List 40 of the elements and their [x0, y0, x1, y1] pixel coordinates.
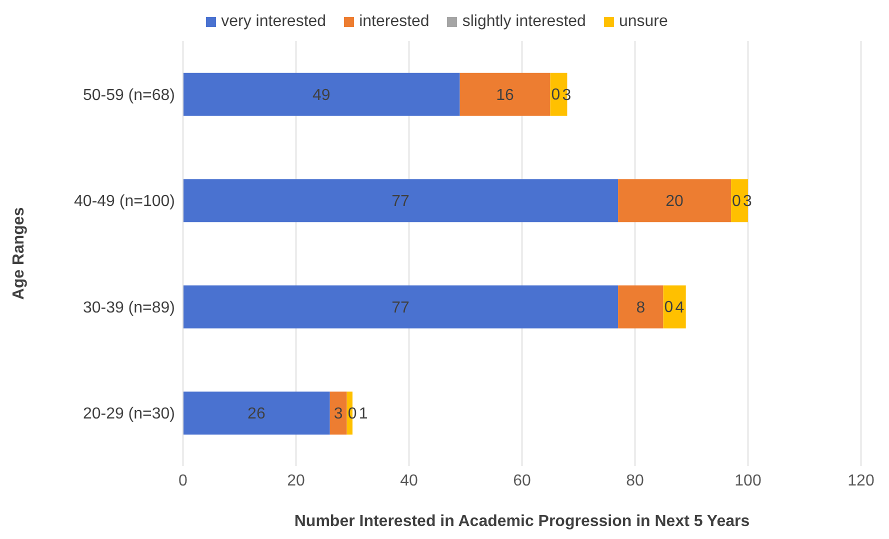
legend-label: unsure	[618, 13, 668, 31]
data-label: 26	[248, 406, 266, 423]
data-label: 0	[664, 299, 674, 316]
x-axis-title: Number Interested in Academic Progression in Next 5 Years	[294, 513, 750, 530]
data-label: 0	[551, 86, 560, 104]
data-label: 3	[334, 406, 343, 423]
y-tick-label: 40-49 (n=100)	[74, 193, 175, 210]
data-label: 20	[666, 193, 684, 210]
x-tick-label: 120	[848, 472, 874, 490]
bar	[663, 285, 686, 328]
data-label: 77	[392, 193, 410, 210]
x-tick-label: 60	[513, 472, 531, 490]
data-label: 0	[348, 405, 357, 422]
bar	[330, 392, 347, 435]
bar	[183, 72, 460, 116]
y-tick-label: 20-29 (n=30)	[82, 406, 175, 423]
x-tick-label: 0	[178, 472, 188, 490]
x-tick-label: 80	[626, 472, 644, 490]
bar	[460, 72, 550, 116]
y-tick-label: 30-39 (n=89)	[82, 299, 175, 316]
bar	[618, 179, 732, 222]
data-label: 49	[312, 86, 330, 104]
data-label: 77	[392, 299, 410, 316]
data-label: 8	[636, 299, 646, 316]
legend-label: slightly interested	[462, 13, 586, 31]
data-label: 1	[358, 406, 368, 423]
bar	[183, 179, 618, 222]
bar	[618, 285, 664, 328]
bar	[183, 285, 618, 328]
data-label: 4	[675, 299, 684, 316]
bar	[183, 392, 330, 435]
data-label: 16	[496, 86, 514, 104]
data-label: 0	[732, 192, 742, 210]
y-tick-label: 50-59 (n=68)	[82, 86, 175, 104]
x-tick-label: 20	[287, 472, 305, 490]
legend-label: very interested	[221, 13, 326, 31]
x-tick-label: 40	[400, 472, 418, 490]
legend-label: interested	[359, 13, 430, 31]
x-tick-label: 100	[734, 472, 762, 490]
y-axis-title: Age Ranges	[10, 207, 28, 300]
